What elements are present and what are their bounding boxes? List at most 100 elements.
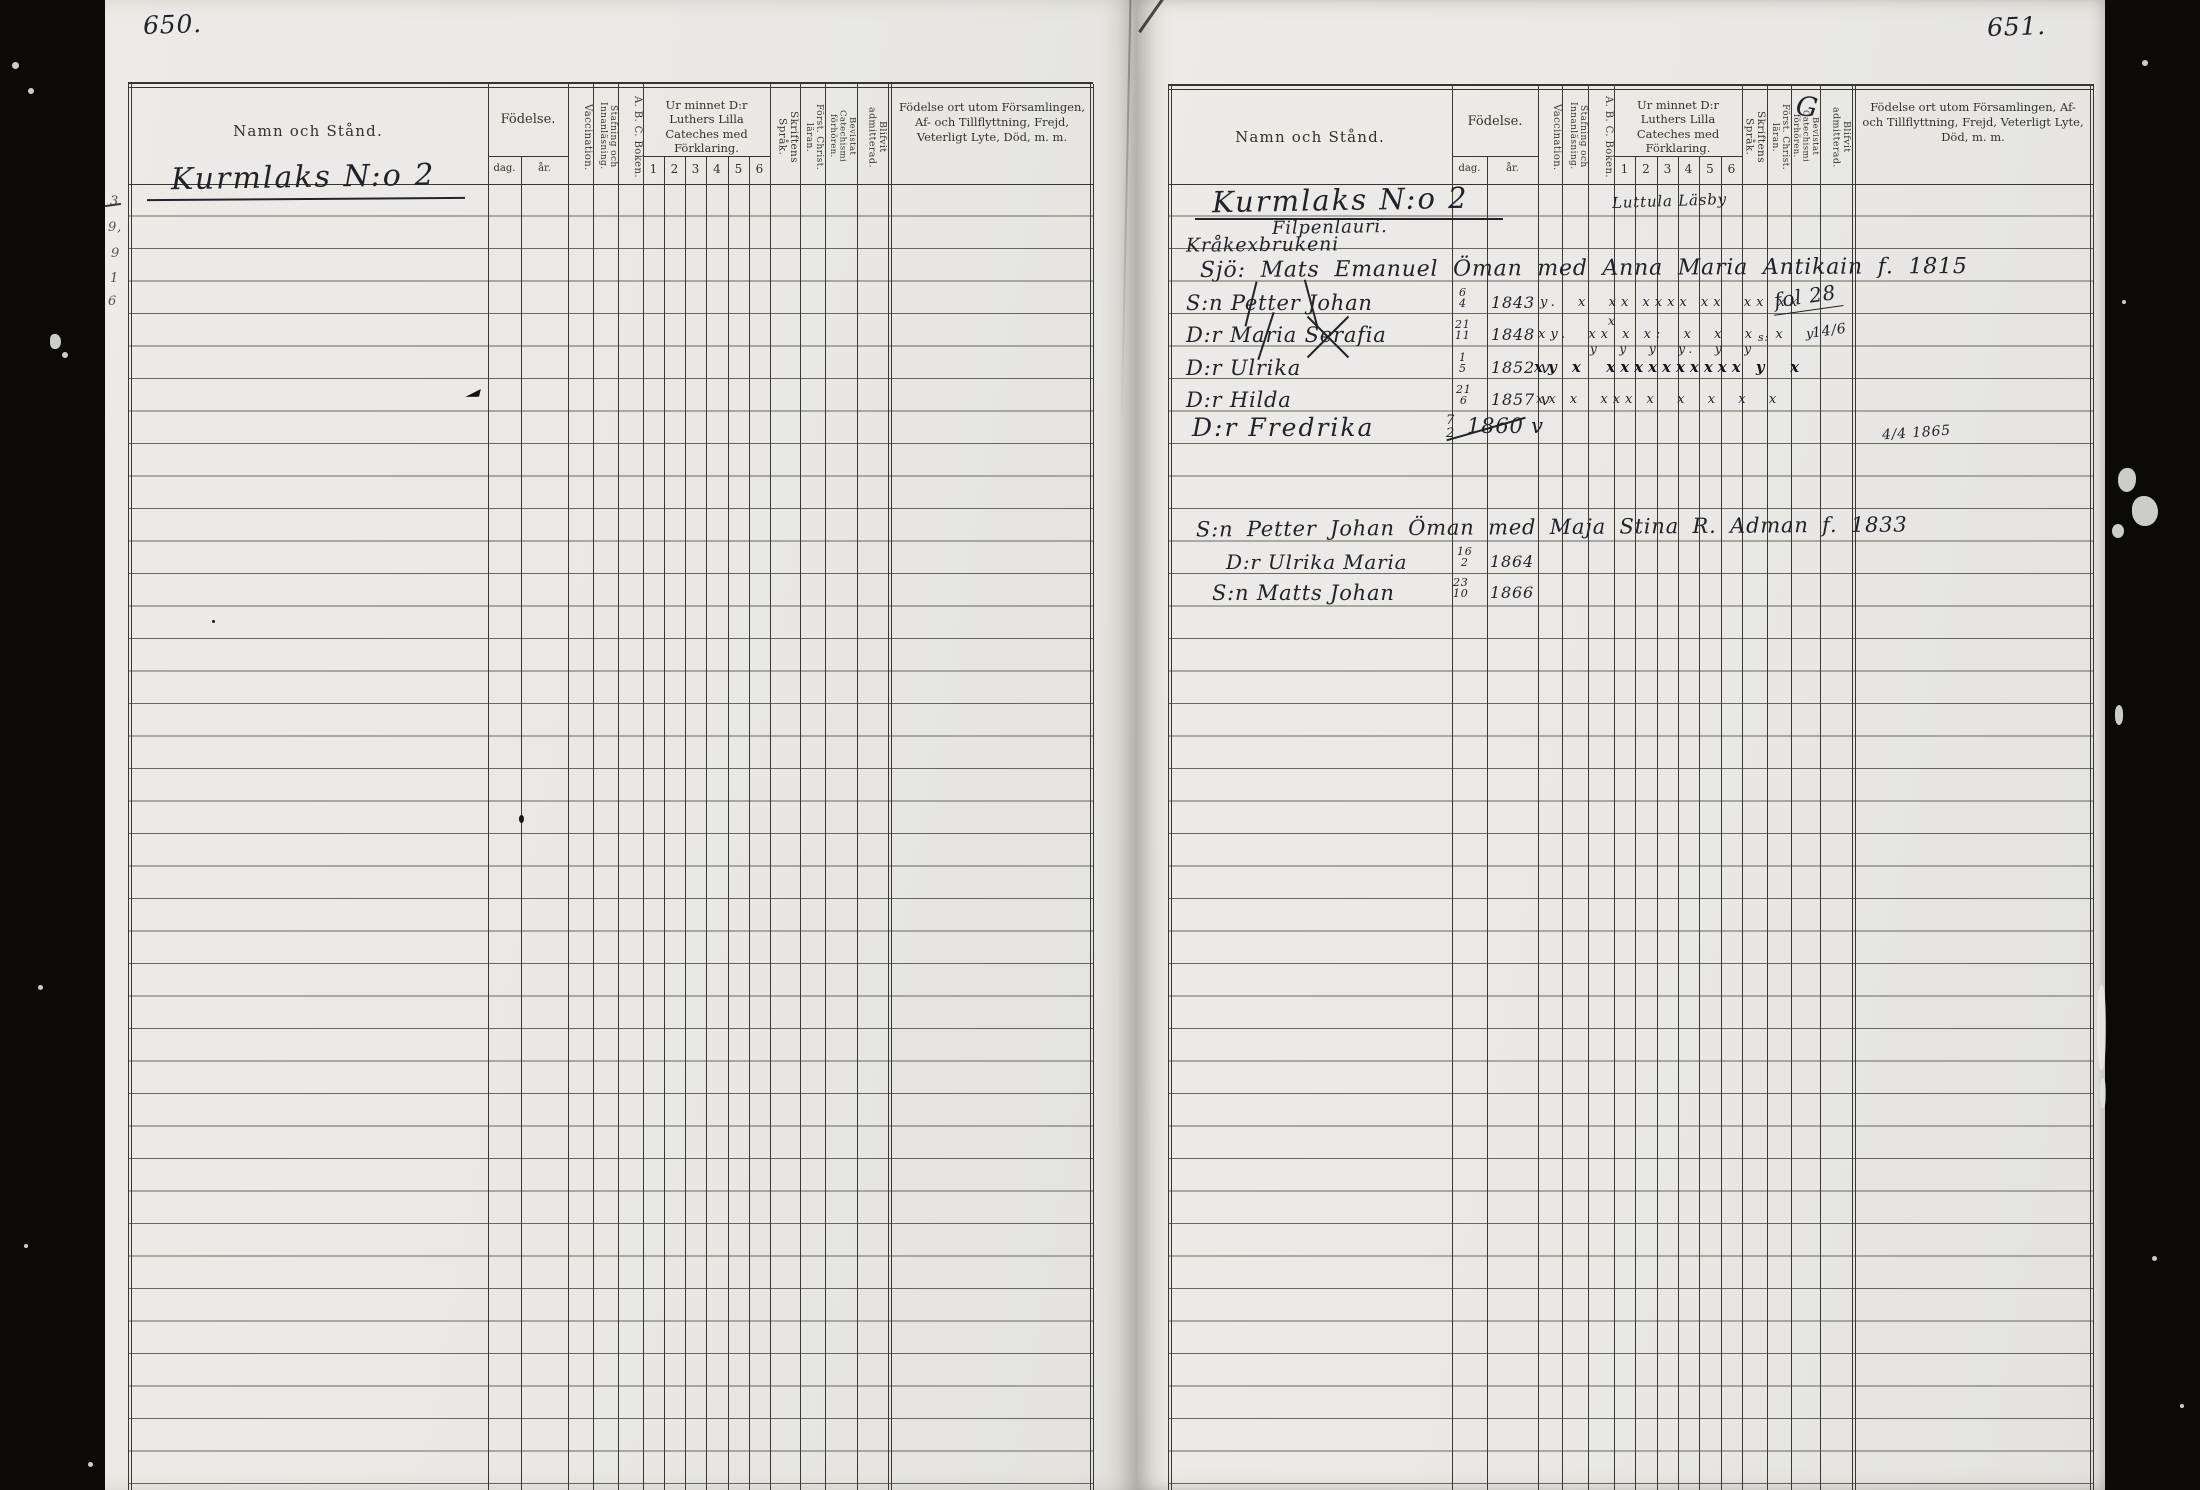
catechism-col-4: 4	[1684, 162, 1693, 176]
birth-year: 1843	[1491, 293, 1535, 312]
entry-person-name: S:n Petter Johan	[1186, 291, 1373, 315]
exam-marks: xx x xxx x x x x x	[1536, 392, 1782, 407]
col-header-admitted: Blifvit admitterad.	[1830, 106, 1852, 168]
entry-person-name: D:r Maria Serafia	[1186, 323, 1387, 347]
dust-speck	[2100, 1078, 2106, 1108]
col-line	[488, 84, 489, 1490]
scanner-margin-right	[2105, 0, 2200, 1490]
col-line	[131, 84, 132, 1490]
col-line	[1562, 84, 1563, 1490]
margin-mark: 6	[108, 294, 118, 309]
col-header-vaccination: Vaccination.	[1551, 103, 1562, 171]
farm-subheading: Kråkexbrukeni	[1185, 233, 1340, 257]
page-651: 651. Namn och Stånd. Födelse. dag. år. V…	[1137, 0, 2105, 1490]
birth-year: 1852 v	[1491, 358, 1551, 377]
col-line	[1588, 84, 1589, 1490]
col-header-birth: Födelse.	[500, 112, 556, 127]
col-header-catechism-meetings: Bevistat Catechismi förhören.	[1790, 109, 1820, 163]
col-line	[2090, 84, 2091, 1490]
birth-day: 23	[1453, 576, 1469, 589]
col-line	[1538, 84, 1539, 1490]
margin-mark: 3	[110, 194, 120, 209]
dust-speck	[2115, 705, 2123, 725]
birth-month: 10	[1453, 587, 1469, 600]
birth-date-fraction: 21 11	[1455, 319, 1471, 341]
catechism-col-2: 2	[1642, 162, 1650, 176]
birth-day: 21	[1455, 318, 1471, 331]
col-header-catechism: Ur minnet D:r Luthers Lilla Cateches med…	[1636, 98, 1720, 156]
catechism-col-5: 5	[734, 162, 743, 176]
col-line	[1820, 84, 1821, 1490]
col-line	[618, 84, 619, 1490]
dust-speck	[62, 352, 68, 358]
birth-year: 1860 v	[1467, 414, 1544, 438]
birth-day: 6	[1459, 286, 1467, 299]
header-scribble: G	[1793, 90, 1821, 125]
col-header-admitted: Blifvit admitterad.	[866, 106, 888, 168]
birth-date-fraction: 7 2	[1446, 414, 1455, 440]
col-header-spelling: Stafning och Innanläsning.	[597, 102, 618, 170]
dust-speck	[50, 334, 61, 349]
birth-date-fraction: 21 6	[1456, 384, 1472, 406]
col-line	[128, 84, 129, 1490]
col-subheader-day: dag.	[493, 163, 516, 174]
birth-year: 1857 v	[1491, 390, 1551, 409]
entry-person-name: D:r Fredrika	[1192, 413, 1375, 442]
col-header-catechism-meetings: Bevistat Catechismi förhören.	[827, 109, 857, 163]
col-line	[1452, 84, 1453, 1490]
col-header-abc-book: A. B. C. Boken.	[632, 96, 643, 178]
dust-speck	[2180, 1404, 2184, 1408]
birth-month: 11	[1455, 329, 1471, 342]
col-header-vaccination: Vaccination.	[582, 103, 593, 171]
col-header-christianity: Först. Christ. läran.	[1769, 104, 1790, 170]
col-line	[770, 84, 771, 1490]
col-header-spelling: Stafning och Innanläsning.	[1567, 102, 1588, 170]
col-header-birth: Födelse.	[1467, 114, 1523, 129]
birth-date-fraction: 1 5	[1459, 352, 1467, 374]
col-line	[1791, 84, 1792, 1490]
catechism-col-2: 2	[670, 162, 679, 176]
scanner-margin-left	[0, 0, 105, 1490]
exam-marks-above: x	[1608, 314, 1620, 328]
col-line	[728, 156, 729, 1490]
page-number-right: 651.	[1986, 10, 2047, 43]
col-header-remarks: Födelse ort utom Församlingen, Af- och T…	[898, 100, 1086, 144]
col-header-catechism: Ur minnet D:r Luthers Lilla Cateches med…	[665, 98, 748, 156]
dust-speck	[2118, 468, 2136, 492]
village-heading-left: Kurmlaks N:o 2	[170, 157, 436, 198]
dust-speck	[88, 1462, 93, 1467]
margin-mark: 9,	[108, 220, 123, 235]
col-line	[1635, 156, 1636, 1490]
catechism-col-4: 4	[713, 162, 721, 176]
entry-person-name: D:r Ulrika	[1186, 356, 1302, 380]
col-line	[749, 156, 750, 1490]
dust-speck	[2097, 985, 2106, 1070]
col-line	[1614, 84, 1615, 1490]
dust-speck	[28, 88, 34, 94]
exam-marks: y. x xx xxxx xx xx xx	[1540, 295, 1803, 310]
col-line	[1090, 84, 1091, 1490]
dust-speck	[38, 985, 43, 990]
ruled-rows	[128, 184, 1093, 1490]
col-subheader-year: år.	[1506, 163, 1519, 174]
birth-date-fraction: 6 4	[1459, 287, 1467, 309]
col-subheader-day: dag.	[1458, 163, 1481, 174]
col-line	[1678, 156, 1679, 1490]
entry-person-name: D:r Hilda	[1186, 388, 1292, 412]
rule-subheader	[488, 156, 568, 157]
ink-blot	[212, 620, 215, 623]
col-line	[1767, 84, 1768, 1490]
birth-date-fraction: 16 2	[1457, 546, 1473, 568]
rule-top	[128, 87, 1093, 88]
page-number-left: 650.	[142, 8, 203, 41]
entry-person-name: S:n Matts Johan	[1212, 581, 1395, 605]
heading-underline	[1195, 218, 1503, 220]
birth-month: 6	[1459, 394, 1468, 407]
birth-year: 1866	[1490, 583, 1534, 602]
dust-speck	[2132, 496, 2158, 526]
rule-top	[128, 82, 1093, 84]
catechism-col-1: 1	[1620, 162, 1629, 176]
catechism-col-6: 6	[755, 162, 764, 176]
dust-speck	[12, 62, 19, 69]
col-line	[593, 84, 594, 1490]
